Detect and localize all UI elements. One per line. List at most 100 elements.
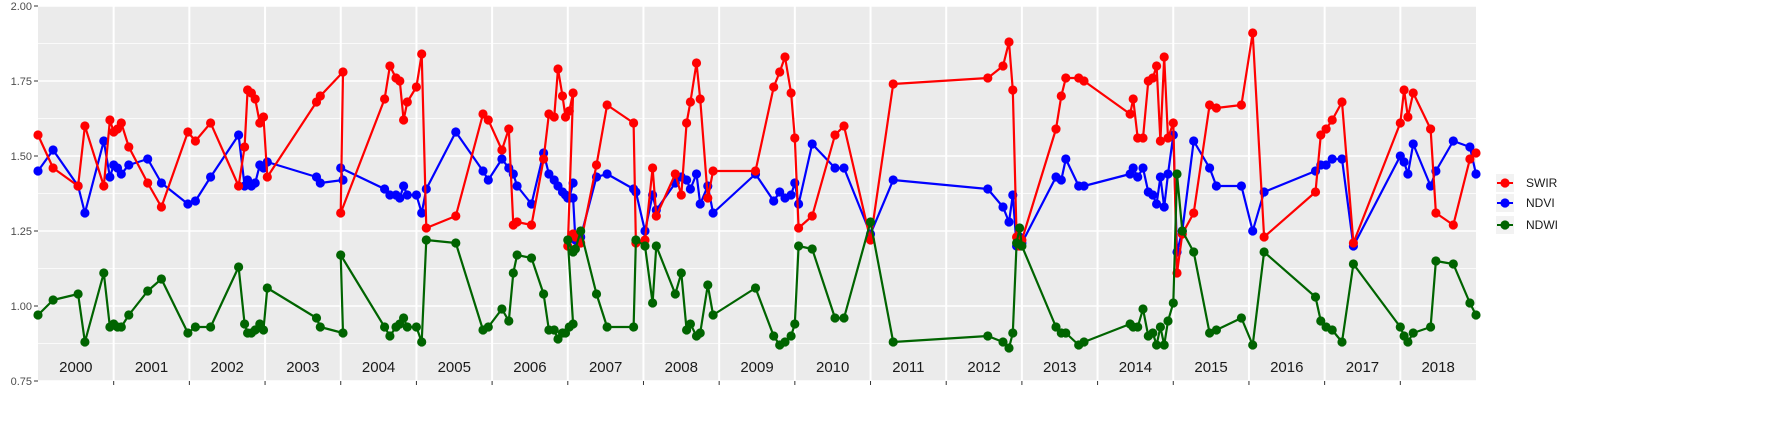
data-point <box>190 136 200 146</box>
data-point <box>417 49 427 59</box>
data-point <box>116 169 126 179</box>
data-point <box>1211 325 1221 335</box>
y-tick-label: 1.75 <box>11 76 32 88</box>
data-point <box>73 181 83 191</box>
data-point <box>1465 298 1475 308</box>
data-point <box>526 220 537 230</box>
data-point <box>691 169 702 179</box>
data-point <box>1471 310 1481 320</box>
year-label: 2006 <box>513 359 546 376</box>
data-point <box>602 322 612 332</box>
data-point <box>234 262 244 272</box>
data-point <box>1399 85 1409 95</box>
data-point <box>983 184 993 194</box>
data-point <box>124 310 134 320</box>
data-point <box>1426 181 1436 191</box>
data-point <box>385 331 395 341</box>
data-point <box>708 208 718 218</box>
data-point <box>1004 343 1014 353</box>
data-point <box>563 235 573 245</box>
data-point <box>602 100 612 110</box>
data-point <box>48 295 58 305</box>
data-point <box>1236 100 1246 110</box>
data-point <box>80 208 90 218</box>
data-point <box>685 184 696 194</box>
data-point <box>483 115 493 125</box>
data-point <box>629 118 639 128</box>
data-point <box>504 316 514 326</box>
data-point <box>780 337 790 347</box>
data-point <box>512 217 522 227</box>
data-point <box>504 124 514 134</box>
data-point <box>206 172 216 182</box>
data-point <box>1248 340 1258 350</box>
x-axis: 2000 2001 2002 2003 2004 2005 2006 2007 2008 2009… <box>59 359 1455 385</box>
data-point <box>983 331 993 341</box>
data-point <box>983 73 993 83</box>
data-point <box>336 208 346 218</box>
data-point <box>775 187 785 197</box>
year-label: 2013 <box>1043 359 1076 376</box>
data-point <box>240 142 250 152</box>
data-point <box>1133 172 1143 182</box>
y-axis: 0.75 1.00 1.25 1.50 1.75 2.00 <box>11 1 38 388</box>
data-point <box>695 199 705 209</box>
data-point <box>315 91 325 101</box>
data-point <box>402 322 412 332</box>
data-point <box>1337 337 1347 347</box>
data-point <box>478 109 488 119</box>
data-point <box>865 217 876 227</box>
data-point <box>1348 238 1358 248</box>
data-point <box>1008 328 1018 338</box>
data-point <box>1327 154 1337 164</box>
data-point <box>512 181 522 191</box>
data-point <box>240 319 250 329</box>
data-point <box>648 298 658 308</box>
data-point <box>1004 37 1014 47</box>
data-point <box>497 304 507 314</box>
data-point <box>1471 148 1481 158</box>
series-ndwi <box>33 169 1481 353</box>
data-point <box>33 130 43 140</box>
data-point <box>1051 322 1061 332</box>
data-point <box>258 325 269 335</box>
data-point <box>750 166 761 176</box>
gridlines <box>38 5 1476 382</box>
data-point <box>1159 340 1169 350</box>
data-point <box>591 289 602 299</box>
data-point <box>399 313 409 323</box>
data-point <box>1316 130 1326 140</box>
year-label: 2011 <box>892 359 924 376</box>
year-label: 2015 <box>1194 359 1227 376</box>
data-point <box>703 280 713 290</box>
data-point <box>116 322 126 332</box>
data-point <box>399 115 409 125</box>
data-point <box>315 322 325 332</box>
data-point <box>839 313 849 323</box>
data-point <box>769 331 779 341</box>
data-point <box>568 88 578 98</box>
data-point <box>526 199 537 209</box>
data-point <box>385 61 395 71</box>
data-point <box>682 118 692 128</box>
data-point <box>1465 142 1475 152</box>
data-point <box>1138 304 1148 314</box>
data-point <box>338 67 348 77</box>
data-point <box>451 238 461 248</box>
data-point <box>380 94 390 104</box>
data-point <box>508 268 518 278</box>
data-point <box>421 235 431 245</box>
data-point <box>998 337 1008 347</box>
data-point <box>124 160 134 170</box>
data-point <box>311 313 322 323</box>
data-point <box>234 130 244 140</box>
data-point <box>1159 202 1169 212</box>
data-point <box>1211 103 1221 113</box>
data-point <box>99 181 109 191</box>
data-point <box>483 175 493 185</box>
data-point <box>156 202 166 212</box>
data-point <box>651 211 661 221</box>
data-point <box>775 67 785 77</box>
data-point <box>1471 169 1481 179</box>
data-point <box>1004 217 1014 227</box>
